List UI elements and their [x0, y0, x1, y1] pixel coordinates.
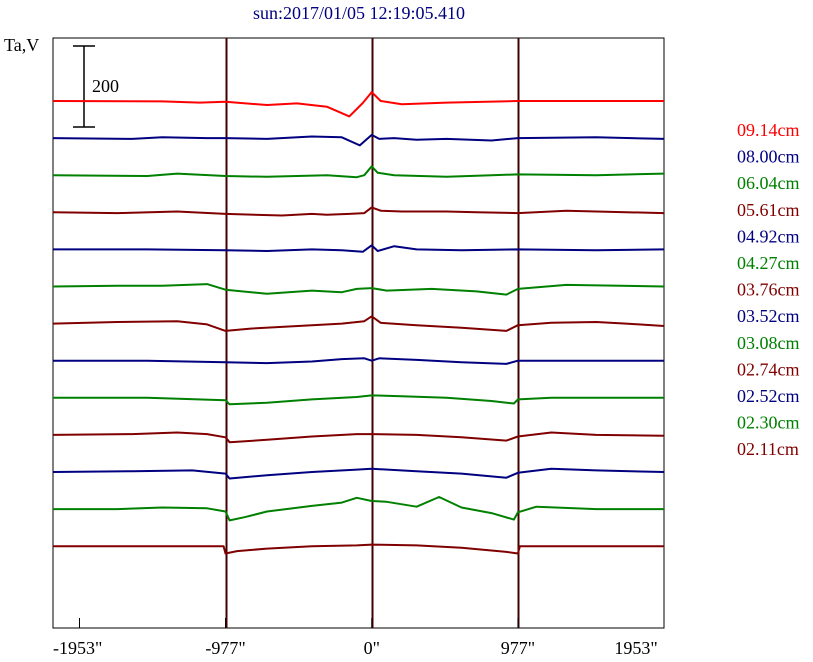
series-line-05.61cm: [52, 206, 665, 217]
series-line-03.08cm: [53, 394, 664, 406]
y-axis-label: Ta,V: [4, 35, 39, 55]
legend-entry: 09.14cm: [737, 120, 800, 140]
series-line-06.04cm: [52, 165, 665, 179]
scale-bar-label: 200: [92, 76, 119, 96]
legend-entry: 04.27cm: [737, 253, 800, 273]
legend-entry: 02.52cm: [737, 386, 800, 406]
legend-entry: 03.52cm: [737, 306, 800, 326]
series-line-04.92cm: [53, 244, 665, 253]
x-tick-label: 977": [501, 638, 535, 658]
series-line-09.14cm: [52, 91, 664, 118]
series-line-03.52cm: [53, 357, 664, 365]
x-tick-label: 0": [364, 638, 380, 658]
legend-entry: 04.92cm: [737, 226, 800, 246]
series-line-02.11cm: [53, 543, 664, 555]
legend-entry: 02.11cm: [737, 439, 799, 459]
legend-entry: 03.08cm: [737, 333, 800, 353]
legend-entry: 02.74cm: [737, 359, 800, 379]
legend-entry: 05.61cm: [737, 200, 800, 220]
legend-entry: 03.76cm: [737, 280, 800, 300]
legend-entry: 02.30cm: [737, 413, 800, 433]
plot-frame: [52, 37, 665, 629]
x-tick-label: -977": [205, 638, 245, 658]
legend-entry: 06.04cm: [737, 173, 800, 193]
scale-bar: 200: [73, 45, 119, 128]
series-line-03.76cm: [52, 315, 665, 332]
chart-title: sun:2017/01/05 12:19:05.410: [253, 3, 465, 23]
x-tick-label: -1953": [53, 638, 102, 658]
legend-entry: 08.00cm: [737, 147, 800, 167]
series-line-08.00cm: [52, 133, 665, 147]
series-line-02.52cm: [52, 467, 665, 480]
series-line-02.30cm: [53, 496, 664, 522]
series-line-02.74cm: [52, 431, 665, 444]
series-line-04.27cm: [52, 283, 665, 296]
x-tick-label: 1953": [614, 638, 657, 658]
